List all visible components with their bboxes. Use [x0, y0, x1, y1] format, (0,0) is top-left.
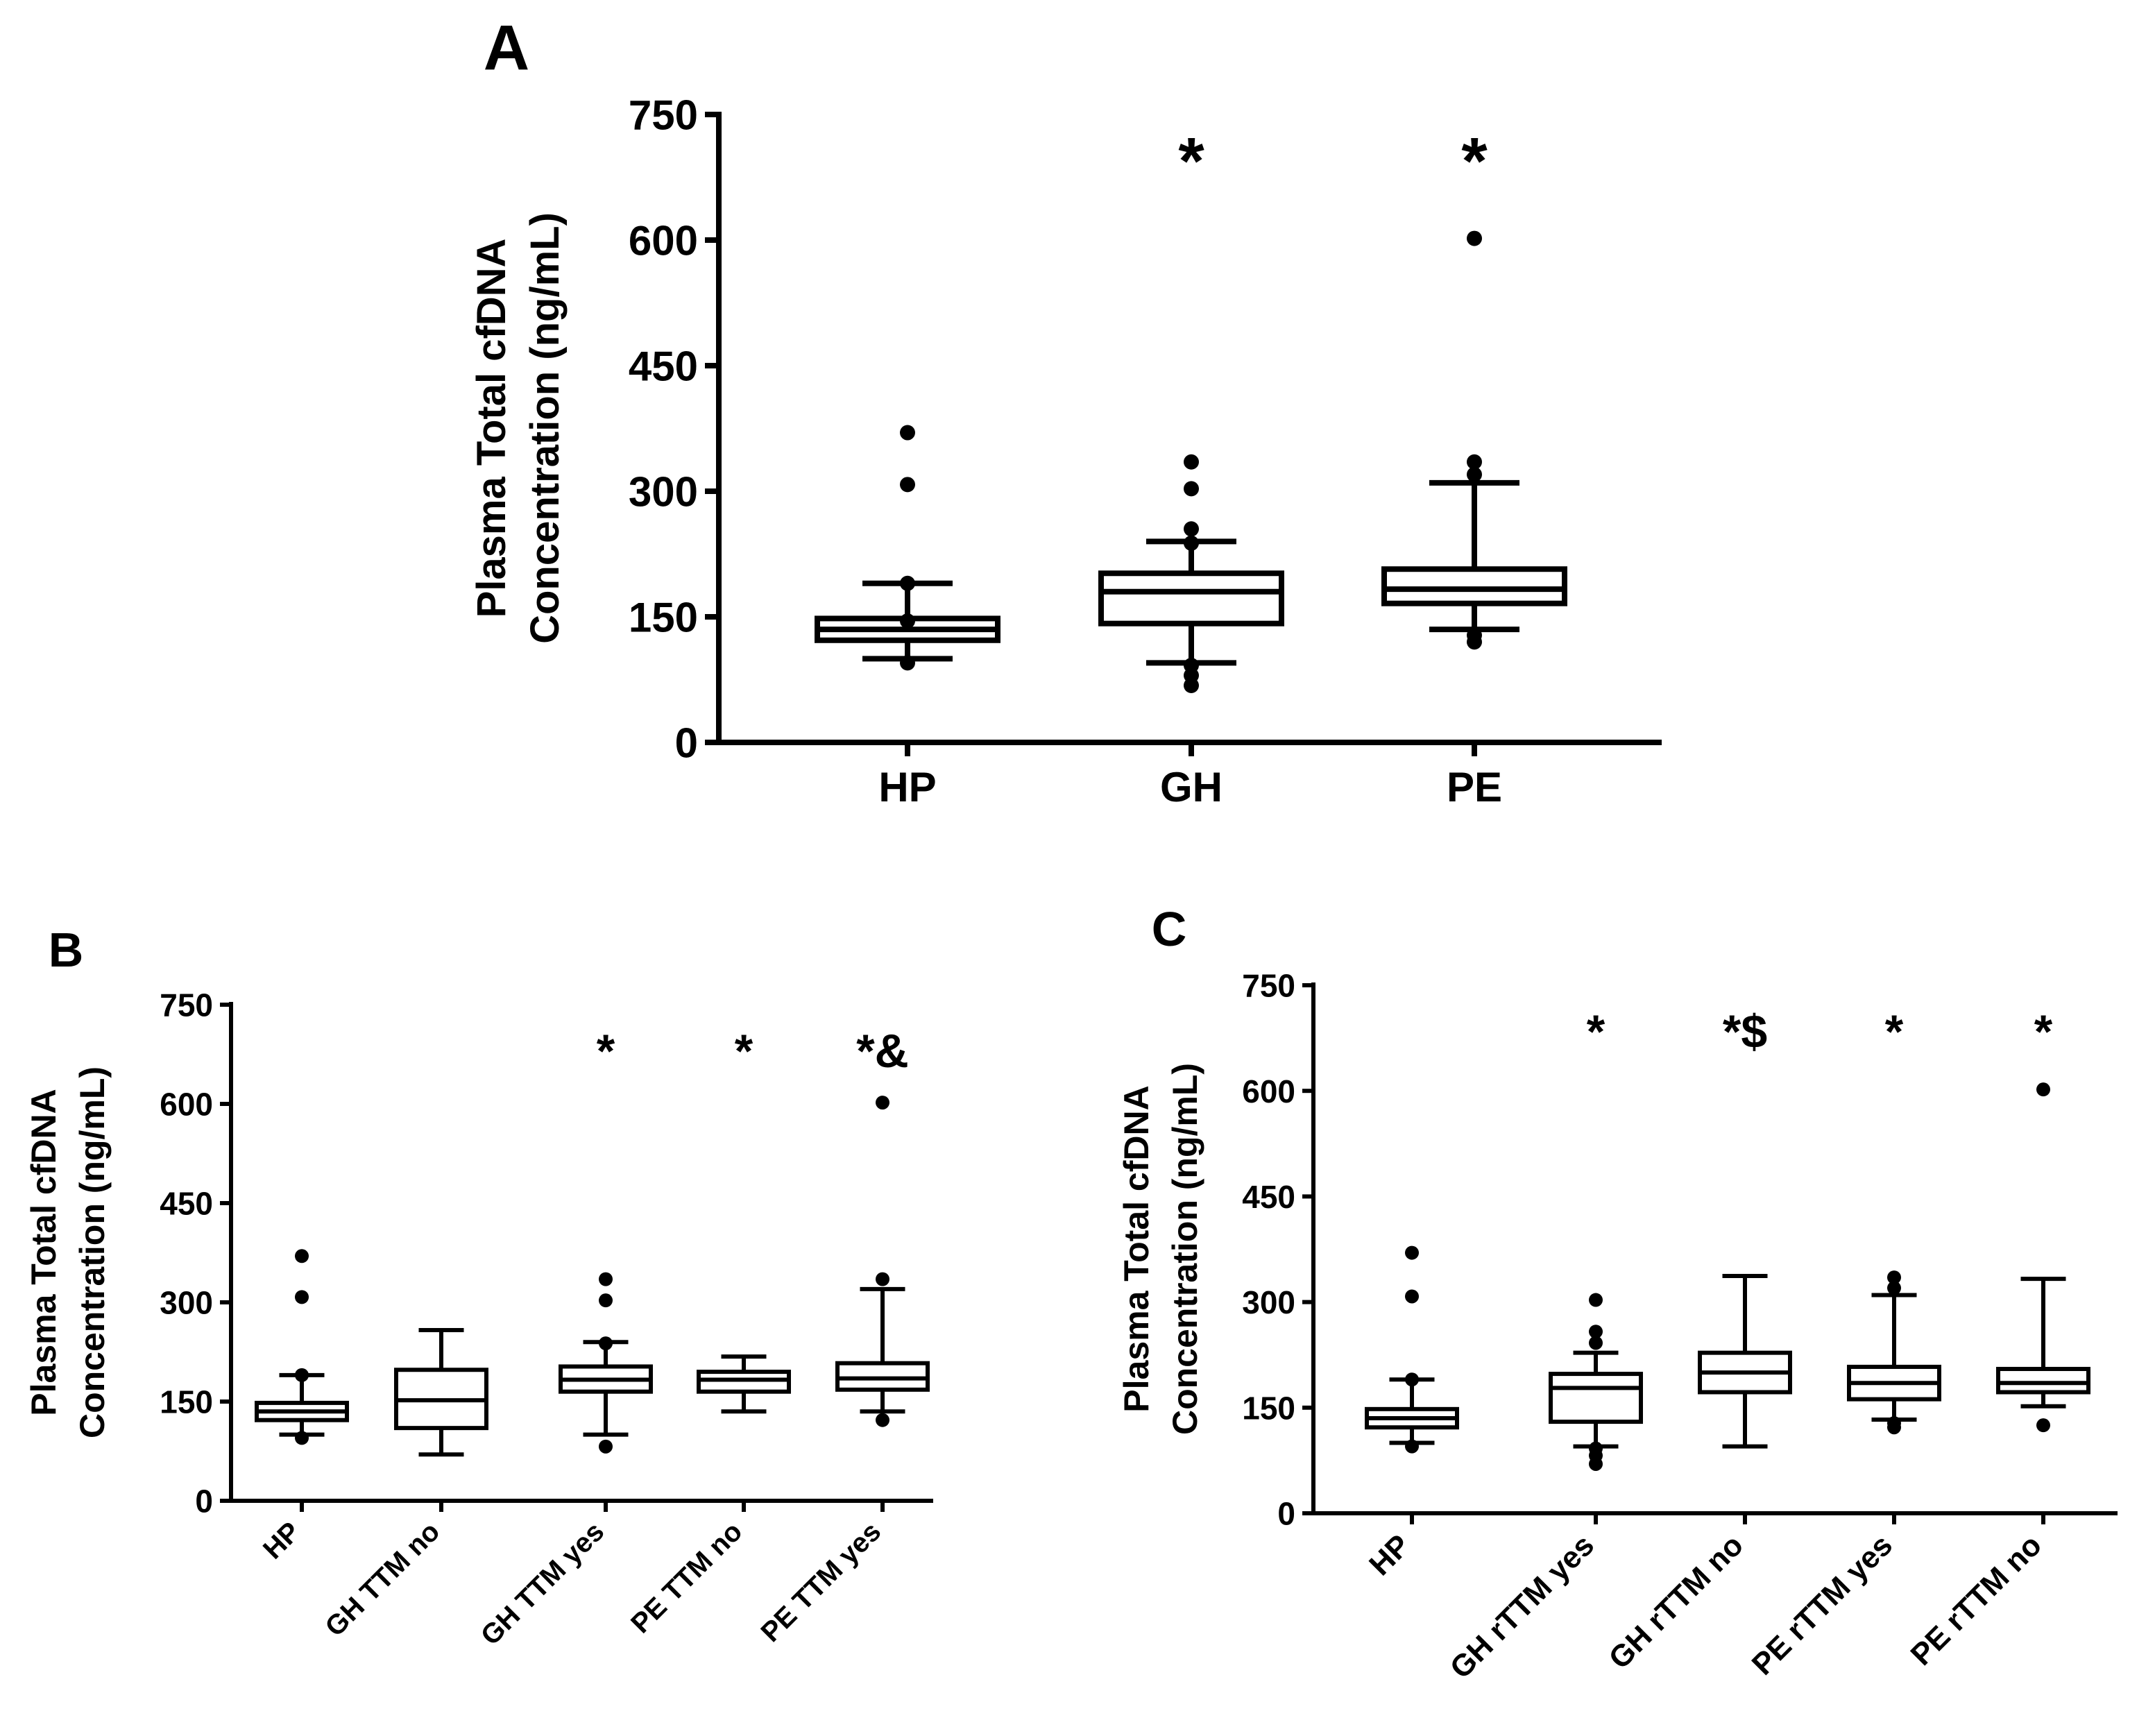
outlier-point — [295, 1368, 309, 1382]
significance-mark: * — [1178, 124, 1204, 198]
outlier-point — [295, 1249, 309, 1263]
y-tick-label: 300 — [160, 1285, 213, 1321]
y-axis-label-line1: Plasma Total cfDNA — [469, 239, 514, 618]
outlier-point — [1887, 1270, 1901, 1285]
y-tick-label: 450 — [1242, 1179, 1295, 1215]
outlier-point — [2036, 1082, 2050, 1097]
outlier-point — [1184, 481, 1199, 497]
y-tick-label: 600 — [160, 1087, 213, 1123]
outlier-point — [599, 1439, 613, 1454]
outlier-point — [1467, 466, 1482, 482]
outlier-point — [1467, 454, 1482, 470]
y-tick-label: 300 — [1242, 1284, 1295, 1320]
y-tick-label: 450 — [629, 343, 698, 390]
outlier-point — [599, 1272, 613, 1286]
outlier-point — [900, 575, 915, 591]
y-tick-label: 150 — [160, 1384, 213, 1420]
y-axis-label-line2: Concentration (ng/mL) — [73, 1066, 112, 1438]
outlier-point — [1589, 1293, 1603, 1307]
y-tick-label: 150 — [1242, 1390, 1295, 1426]
box — [1381, 566, 1567, 606]
y-tick-label: 300 — [629, 469, 698, 516]
x-tick-label: HP — [878, 764, 936, 810]
outlier-point — [599, 1293, 613, 1308]
y-tick-label: 150 — [629, 595, 698, 641]
panel-title: C — [1152, 902, 1187, 956]
box — [1549, 1372, 1643, 1424]
significance-mark: * — [735, 1025, 753, 1078]
outlier-point — [1467, 230, 1482, 246]
y-tick-label: 0 — [1277, 1496, 1295, 1532]
x-tick-label: GH — [1160, 764, 1223, 810]
outlier-point — [1589, 1441, 1603, 1456]
y-tick-label: 600 — [629, 218, 698, 264]
outlier-point — [876, 1096, 889, 1110]
outlier-point — [1184, 657, 1199, 673]
panel-title: A — [484, 12, 529, 83]
y-tick-label: 600 — [1242, 1073, 1295, 1109]
y-tick-label: 750 — [1242, 968, 1295, 1004]
y-axis-label-line1: Plasma Total cfDNA — [1117, 1085, 1156, 1412]
outlier-point — [876, 1413, 889, 1427]
outlier-point — [295, 1431, 309, 1445]
significance-mark: * — [2034, 1005, 2053, 1058]
outlier-point — [2036, 1418, 2050, 1433]
outlier-point — [1589, 1325, 1603, 1339]
outlier-point — [599, 1336, 613, 1351]
y-axis-label-line2: Concentration (ng/mL) — [1166, 1063, 1204, 1435]
y-tick-label: 450 — [160, 1186, 213, 1222]
y-tick-label: 0 — [675, 720, 698, 767]
outlier-point — [1887, 1281, 1901, 1295]
x-tick-label: PE — [1447, 764, 1502, 810]
outlier-point — [295, 1290, 309, 1304]
y-axis-label-line2: Concentration (ng/mL) — [522, 212, 568, 644]
outlier-point — [1184, 535, 1199, 551]
outlier-point — [1405, 1439, 1419, 1454]
outlier-point — [900, 425, 915, 441]
panel-title: B — [49, 923, 84, 977]
outlier-point — [1887, 1416, 1901, 1431]
box — [1996, 1366, 2090, 1395]
panel-a: A Plasma Total cfDNA Concentration (ng/mL)… — [469, 12, 1662, 810]
outlier-point — [900, 655, 915, 671]
significance-mark: * — [597, 1025, 615, 1078]
outlier-point — [900, 613, 915, 629]
y-axis-label-line1: Plasma Total cfDNA — [24, 1089, 63, 1415]
significance-mark: * — [1461, 124, 1488, 198]
outlier-point — [1405, 1372, 1419, 1387]
y-tick-label: 750 — [160, 987, 213, 1023]
outlier-point — [876, 1272, 889, 1286]
significance-mark: *$ — [1723, 1005, 1767, 1058]
outlier-point — [1405, 1289, 1419, 1304]
y-tick-label: 750 — [629, 92, 698, 139]
outlier-point — [1467, 627, 1482, 643]
outlier-point — [1405, 1245, 1419, 1260]
y-tick-label: 0 — [195, 1483, 213, 1520]
box — [1098, 570, 1284, 627]
outlier-point — [1184, 454, 1199, 470]
significance-mark: * — [1885, 1005, 1904, 1058]
significance-mark: * — [1587, 1005, 1605, 1058]
outlier-point — [1589, 1336, 1603, 1350]
significance-mark: *& — [856, 1025, 909, 1078]
outlier-point — [1184, 521, 1199, 537]
outlier-point — [900, 477, 915, 493]
